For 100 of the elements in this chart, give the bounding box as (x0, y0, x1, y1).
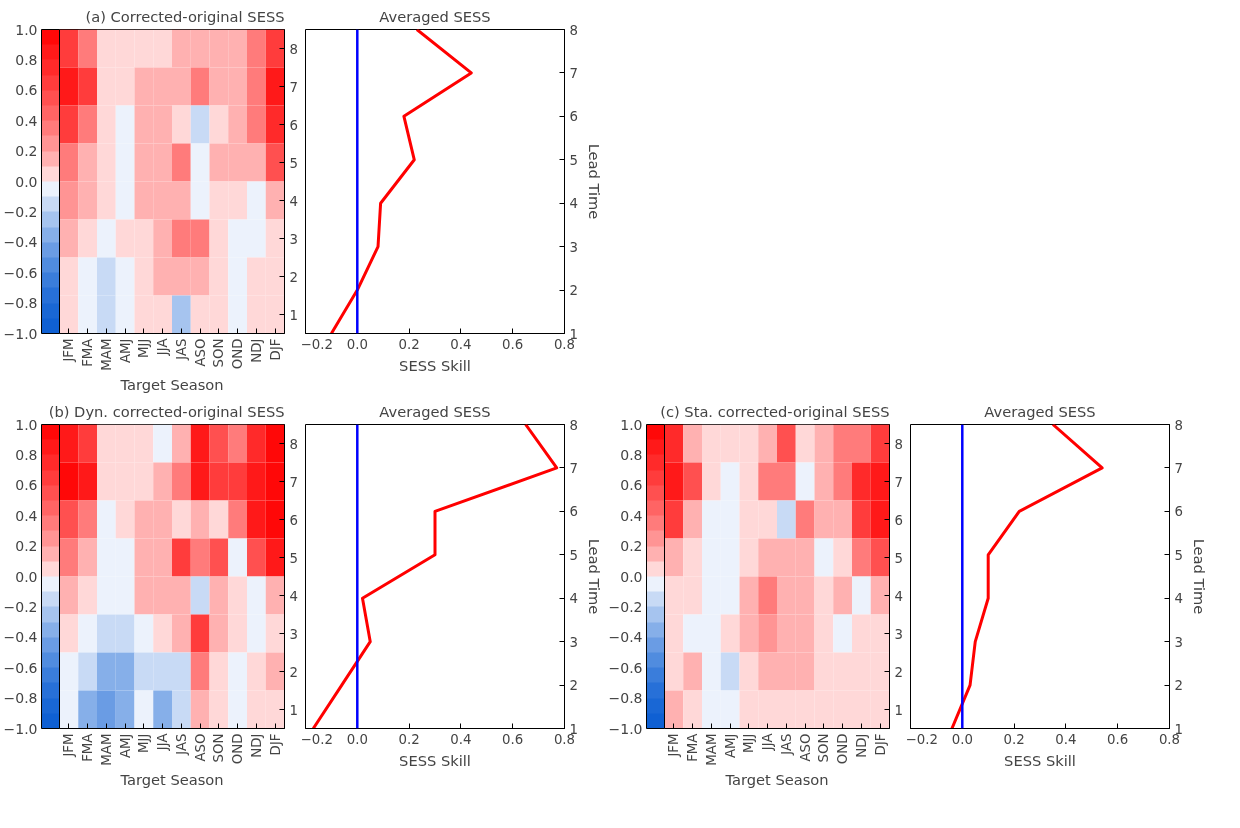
x-tick-label: 0.2 (398, 336, 420, 352)
x-tick-label: 0.0 (346, 731, 368, 747)
x-axis-title: SESS Skill (399, 356, 471, 374)
x-tick-label: MJJ (136, 733, 152, 753)
x-axis-title: Target Season (119, 375, 224, 393)
x-tick-label: JAS (778, 733, 794, 756)
y-tick-label: 3 (1174, 634, 1183, 650)
y-tick-label: 5 (569, 152, 578, 168)
y-tick-label: 2 (1174, 678, 1183, 694)
x-axis-title: SESS Skill (399, 751, 471, 769)
chart-title: Averaged SESS (379, 402, 491, 420)
chart-title: (a) Corrected-original SESS (85, 7, 285, 25)
x-tick-label: −0.2 (905, 731, 938, 747)
y-tick-label: 3 (289, 626, 298, 642)
x-tick-label: DJF (267, 733, 283, 756)
x-axis-title: Target Season (119, 770, 224, 788)
x-tick-label: NDJ (248, 733, 264, 758)
y-tick-label: 8 (569, 22, 578, 38)
color-bar-label: 0.0 (15, 173, 38, 190)
y-tick-label: 5 (1174, 547, 1183, 563)
y-axis-title: Lead Time (585, 143, 603, 220)
x-tick-label: OND (835, 733, 851, 765)
y-tick-label: 3 (569, 634, 578, 650)
color-bar-label: 0.4 (15, 507, 38, 524)
y-tick-label: 5 (289, 550, 298, 566)
x-tick-label: AMJ (117, 338, 133, 364)
y-tick-label: 8 (569, 417, 578, 433)
y-tick-label: 2 (289, 664, 298, 680)
x-tick-label: SON (211, 733, 227, 763)
x-tick-label: DJF (267, 338, 283, 361)
y-tick-label: 3 (289, 231, 298, 247)
color-bar-label: 0.2 (15, 143, 38, 160)
y-axis-title: Lead Time (1190, 538, 1208, 615)
x-tick-label: OND (230, 733, 246, 765)
line-series (311, 424, 559, 729)
y-tick-label: 6 (289, 117, 298, 133)
y-tick-label: 4 (1174, 591, 1183, 607)
color-bar-label: −0.8 (608, 690, 643, 707)
color-bar-label: −0.2 (3, 598, 38, 615)
x-tick-label: JAS (173, 338, 189, 361)
x-tick-label: AMJ (117, 733, 133, 759)
line-series (329, 29, 473, 334)
y-tick-label: 4 (894, 588, 903, 604)
color-bar-label: 0.8 (15, 51, 38, 68)
y-tick-label: 7 (894, 474, 903, 490)
color-bar-label: −0.6 (608, 659, 643, 676)
y-tick-label: 4 (569, 591, 578, 607)
y-tick-label: 3 (894, 626, 903, 642)
y-axis-title: Lead Time (585, 538, 603, 615)
color-bar-label: 1.0 (620, 416, 643, 433)
x-tick-label: JJA (760, 733, 776, 752)
y-tick-label: 7 (289, 79, 298, 95)
color-bar-label: −0.4 (3, 629, 38, 646)
y-tick-label: 4 (289, 588, 298, 604)
x-axis-title: Target Season (724, 770, 829, 788)
x-tick-label: 0.6 (502, 731, 524, 747)
x-tick-label: DJF (872, 733, 888, 756)
x-tick-label: MAM (703, 733, 719, 766)
x-tick-label: MJJ (741, 733, 757, 753)
x-tick-label: SON (816, 733, 832, 763)
x-tick-label: 0.0 (346, 336, 368, 352)
y-tick-label: 7 (569, 65, 578, 81)
y-tick-label: 4 (289, 193, 298, 209)
x-tick-label: JJA (155, 733, 171, 752)
color-bar-label: 0.6 (15, 477, 38, 494)
line-series (950, 424, 1104, 729)
x-tick-label: ASO (797, 733, 813, 762)
x-tick-label: JJA (155, 338, 171, 357)
color-bar-label: 0.6 (620, 477, 643, 494)
x-tick-label: 0.4 (450, 731, 472, 747)
color-bar-label: −0.2 (3, 203, 38, 220)
x-tick-label: ASO (192, 733, 208, 762)
y-tick-label: 8 (289, 41, 298, 57)
y-tick-label: 1 (894, 702, 903, 718)
y-tick-label: 6 (1174, 504, 1183, 520)
x-tick-label: MAM (98, 733, 114, 766)
color-bar-label: 0.2 (15, 538, 38, 555)
chart-title: Averaged SESS (984, 402, 1096, 420)
x-tick-label: OND (230, 338, 246, 370)
color-bar-label: 0.6 (15, 82, 38, 99)
x-tick-label: SON (211, 338, 227, 368)
color-bar-label: 0.4 (15, 112, 38, 129)
y-tick-label: 1 (289, 307, 298, 323)
y-tick-label: 6 (569, 109, 578, 125)
x-tick-label: NDJ (248, 338, 264, 363)
chart-title: Averaged SESS (379, 7, 491, 25)
y-tick-label: 5 (569, 547, 578, 563)
color-bar-label: −0.8 (3, 295, 38, 312)
color-bar-label: 0.4 (620, 507, 643, 524)
color-bar-label: 0.8 (15, 446, 38, 463)
x-tick-label: 0.4 (450, 336, 472, 352)
x-tick-label: MJJ (136, 338, 152, 358)
y-tick-label: 5 (894, 550, 903, 566)
chart-title: (b) Dyn. corrected-original SESS (48, 402, 285, 420)
y-tick-label: 6 (894, 512, 903, 528)
color-bar-label: 0.0 (15, 568, 38, 585)
x-tick-label: 0.2 (398, 731, 420, 747)
color-bar-label: −0.8 (3, 690, 38, 707)
y-tick-label: 1 (289, 702, 298, 718)
y-tick-label: 8 (894, 436, 903, 452)
